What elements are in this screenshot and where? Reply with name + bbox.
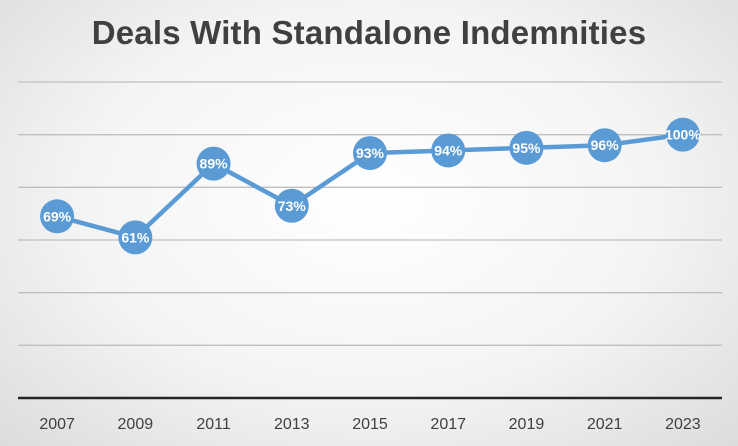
x-tick-label: 2011	[196, 416, 231, 433]
data-labels: 69% 61% 89% 73% 93% 94% 95% 96% 100%	[43, 127, 701, 246]
data-label: 61%	[121, 229, 150, 245]
data-point-marker	[118, 220, 153, 255]
data-point-marker	[353, 136, 387, 171]
x-tick-label: 2023	[665, 416, 701, 433]
x-tick-label: 2019	[509, 416, 545, 433]
x-tick-label: 2009	[118, 416, 154, 433]
gridlines	[18, 81, 722, 346]
x-tick-label: 2017	[430, 416, 466, 433]
data-label: 94%	[434, 142, 463, 158]
x-tick-label: 2015	[352, 416, 388, 433]
x-tick-label: 2007	[39, 416, 75, 433]
data-point-marker	[587, 128, 622, 163]
data-label: 96%	[591, 137, 620, 153]
data-point-marker	[509, 130, 544, 165]
data-label: 93%	[356, 145, 385, 161]
series	[40, 117, 700, 255]
data-label: 89%	[200, 156, 229, 172]
data-point-marker	[40, 199, 75, 234]
data-label: 100%	[665, 127, 701, 143]
x-axis: 2007 2009 2011 2013 2015 2017 2019 2021 2023	[18, 396, 722, 433]
x-tick-label: 2021	[587, 416, 623, 433]
data-label: 69%	[43, 208, 72, 224]
chart-title: Deals With Standalone Indemnities	[91, 14, 647, 51]
data-point-marker	[274, 188, 309, 223]
data-label: 95%	[512, 140, 541, 156]
data-label: 73%	[278, 198, 307, 214]
data-point-marker	[665, 117, 700, 152]
x-tick-label: 2013	[274, 416, 310, 433]
data-point-marker	[196, 146, 231, 181]
data-point-marker	[431, 133, 466, 168]
